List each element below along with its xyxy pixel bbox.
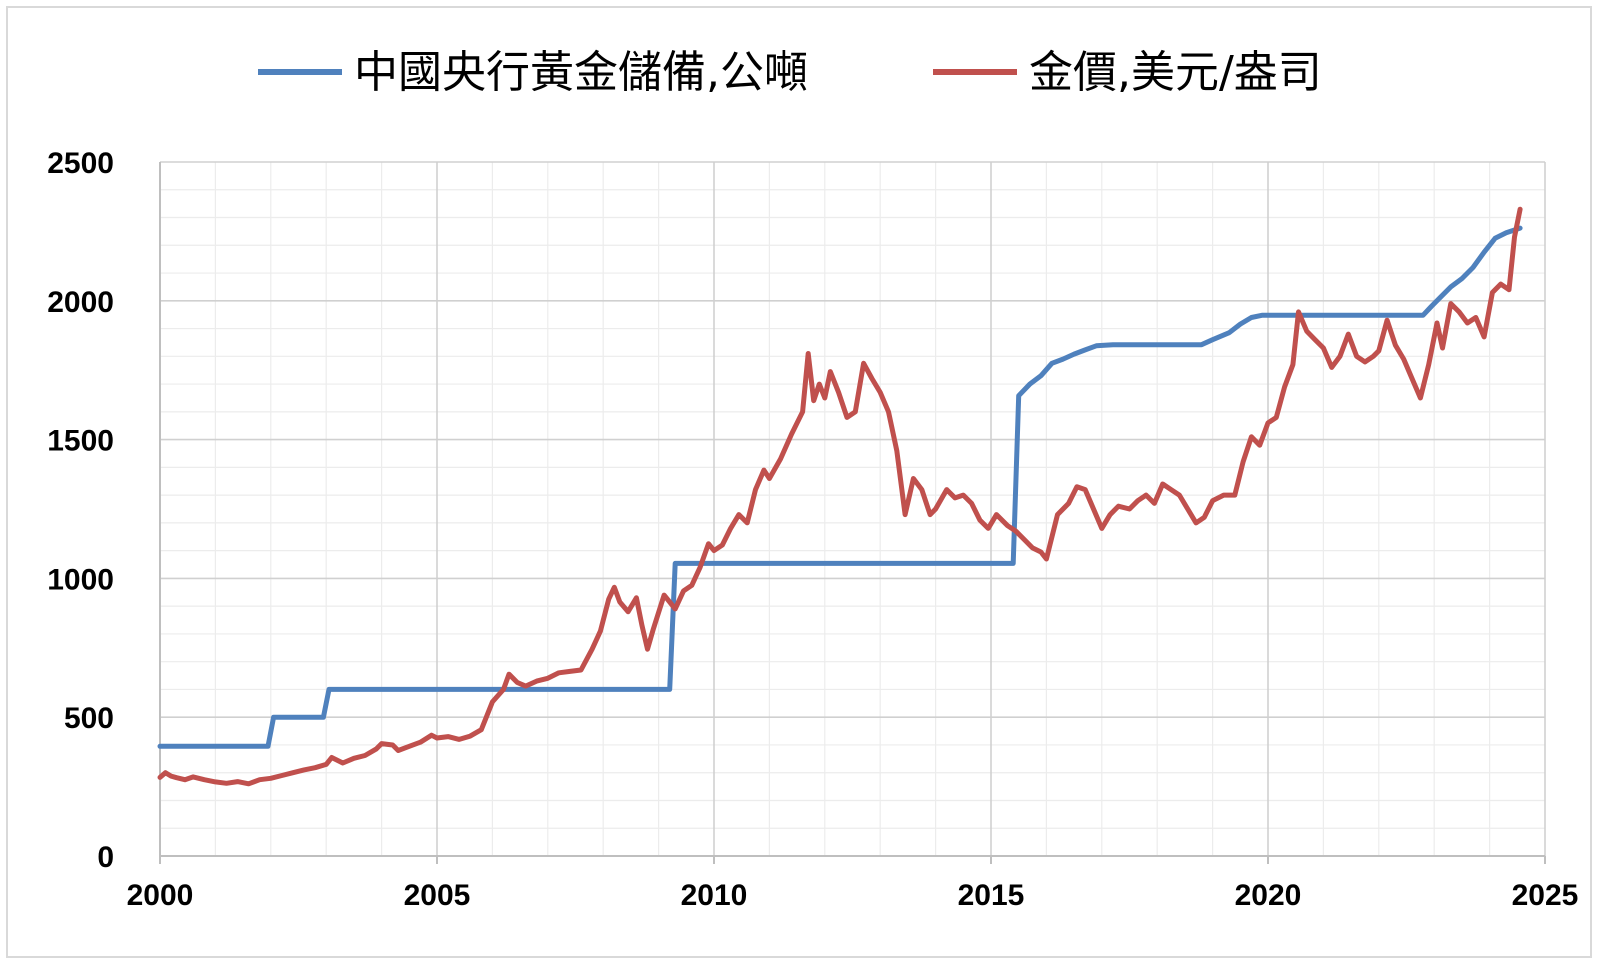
y-tick-label: 1500 [47,425,114,458]
x-tick-label: 2015 [958,879,1025,912]
minor-gridlines [160,162,1545,856]
legend-label-reserves: 中國央行黃金儲備,公噸 [354,47,808,98]
legend: 中國央行黃金儲備,公噸 金價,美元/盎司 [258,47,1322,98]
y-tick-label: 0 [97,841,114,874]
y-tick-labels: 0 500 1000 1500 2000 2500 [47,147,114,874]
y-tick-label: 1000 [47,563,114,596]
legend-label-gold-price: 金價,美元/盎司 [1029,47,1322,98]
series-line-reserves [157,225,1523,749]
x-tick-label: 2010 [681,879,748,912]
x-tick-label: 2005 [404,879,471,912]
series-layer [157,206,1523,787]
major-gridlines [160,161,1546,856]
axes [159,162,1546,864]
x-tick-label: 2000 [127,879,194,912]
x-tick-label: 2025 [1512,879,1579,912]
series-line-gold-price [157,206,1523,787]
x-tick-labels: 2000 2005 2010 2015 2020 2025 [127,879,1579,912]
y-tick-label: 2000 [47,286,114,319]
y-tick-label: 500 [64,702,114,735]
y-tick-label: 2500 [47,147,114,180]
x-tick-label: 2020 [1235,879,1302,912]
